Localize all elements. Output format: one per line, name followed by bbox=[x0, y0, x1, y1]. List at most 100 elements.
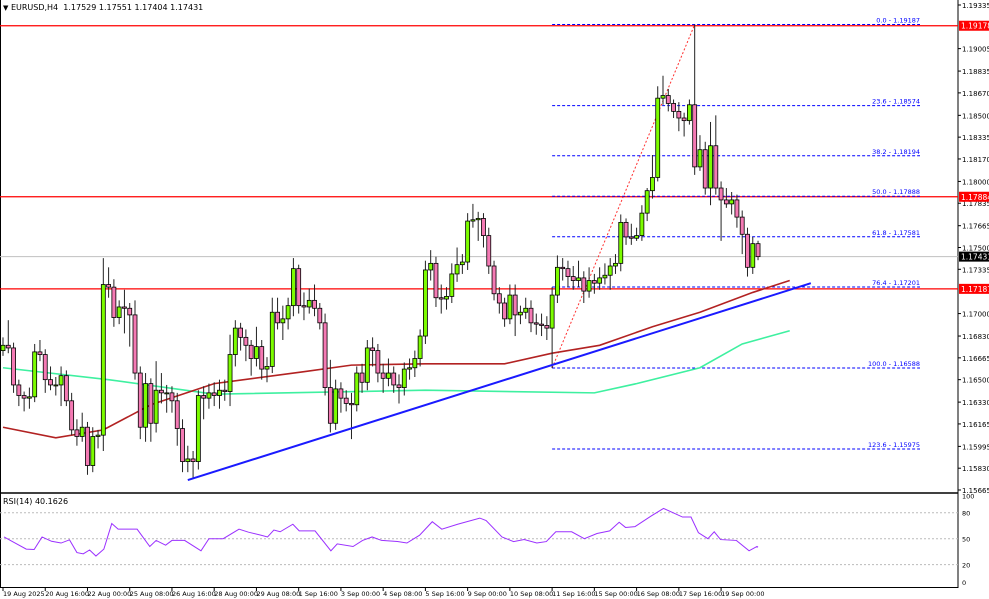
candle bbox=[127, 303, 133, 347]
bear-candle-body bbox=[702, 149, 708, 189]
candle bbox=[723, 188, 729, 208]
bear-candle-body bbox=[486, 235, 492, 267]
price-tick-label: 1.19335 bbox=[962, 2, 989, 10]
bear-candle-body bbox=[174, 400, 180, 429]
candle bbox=[718, 181, 724, 241]
candle bbox=[317, 303, 323, 330]
bull-candle-body bbox=[90, 436, 96, 466]
fib-level-label: 38.2 - 1.18194 bbox=[872, 148, 920, 156]
horizontal-levels bbox=[0, 25, 958, 290]
candle bbox=[391, 366, 397, 393]
candle bbox=[290, 258, 296, 317]
candle bbox=[613, 254, 618, 274]
bull-candle-body bbox=[576, 277, 581, 281]
rsi-line bbox=[3, 507, 759, 557]
candle bbox=[79, 412, 85, 442]
price-tag-label: 1.19178 bbox=[961, 22, 989, 31]
bear-candle-body bbox=[243, 336, 249, 346]
bull-candle-body bbox=[0, 344, 6, 351]
candle bbox=[591, 273, 597, 294]
bear-candle-body bbox=[713, 145, 719, 189]
price-tick-label: 1.18670 bbox=[962, 90, 989, 98]
candle bbox=[122, 289, 127, 334]
candle bbox=[486, 227, 492, 274]
candle bbox=[296, 264, 302, 314]
fibonacci-retracement[interactable]: 0.0 - 1.19187 23.6 - 1.18574 38.2 - 1.1819… bbox=[551, 17, 920, 450]
rsi-tick-label: 50 bbox=[962, 536, 970, 544]
time-tick-label: 10 Sep 08:00 bbox=[510, 590, 553, 598]
bull-candle-body bbox=[454, 264, 460, 275]
price-axis: 1.19335 1.19005 1.18835 1.18670 1.18500 1.183… bbox=[958, 2, 989, 495]
bull-candle-body bbox=[285, 305, 291, 320]
bull-candle-body bbox=[618, 221, 624, 264]
candle bbox=[555, 255, 560, 304]
bear-candle-body bbox=[42, 354, 48, 381]
candle bbox=[697, 135, 703, 171]
time-tick-label: 3 Sep 00:00 bbox=[341, 590, 380, 598]
bull-candle-body bbox=[697, 149, 703, 168]
bear-candle-body bbox=[322, 322, 328, 388]
bear-candle-body bbox=[48, 379, 53, 386]
price-tick-label: 1.16165 bbox=[962, 421, 989, 429]
bull-candle-body bbox=[465, 220, 471, 263]
bear-candle-body bbox=[148, 383, 154, 424]
candle bbox=[164, 384, 170, 413]
candle bbox=[602, 263, 608, 285]
candle bbox=[42, 349, 48, 393]
candle bbox=[211, 382, 217, 407]
symbol-label: EURUSD,H4 bbox=[10, 3, 59, 12]
candle bbox=[190, 451, 196, 479]
candle bbox=[349, 392, 354, 440]
bear-candle-body bbox=[16, 384, 22, 396]
bull-candle-body bbox=[386, 372, 391, 379]
bull-candle-body bbox=[280, 318, 286, 324]
bear-candle-body bbox=[676, 110, 682, 119]
price-tag bbox=[959, 20, 989, 31]
bull-candle-body bbox=[95, 434, 101, 437]
candle bbox=[222, 379, 228, 401]
price-tick-label: 1.17665 bbox=[962, 223, 989, 231]
bear-candle-body bbox=[533, 322, 539, 325]
bear-candle-body bbox=[11, 347, 16, 386]
bull-candle-body bbox=[602, 274, 608, 279]
candle bbox=[243, 329, 249, 362]
bear-candle-body bbox=[502, 302, 508, 320]
candle bbox=[370, 337, 376, 367]
bull-candle-body bbox=[417, 335, 423, 359]
open-value: 1.17529 bbox=[63, 3, 97, 12]
bull-candle-body bbox=[729, 199, 735, 205]
candle bbox=[639, 205, 645, 241]
bull-candle-body bbox=[264, 366, 270, 370]
candle bbox=[465, 213, 471, 270]
candle bbox=[417, 329, 423, 367]
time-tick-label: 20 Aug 16:00 bbox=[45, 590, 89, 598]
time-tick-label: 19 Sep 00:00 bbox=[721, 590, 764, 598]
candle bbox=[459, 254, 465, 274]
bull-candle-body bbox=[401, 368, 407, 388]
triangle-down-icon[interactable]: ▼ bbox=[3, 4, 9, 12]
candle bbox=[422, 260, 428, 344]
bull-candle-body bbox=[586, 280, 592, 292]
candle bbox=[180, 419, 185, 473]
candle bbox=[729, 191, 735, 215]
price-tick-label: 1.18170 bbox=[962, 156, 989, 164]
candle bbox=[655, 86, 661, 182]
trendline[interactable] bbox=[187, 282, 812, 482]
candle bbox=[37, 340, 43, 362]
candle bbox=[702, 141, 708, 195]
time-tick-label: 1 Sep 16:00 bbox=[299, 590, 338, 598]
bull-candle-body bbox=[555, 266, 560, 296]
bull-candle-body bbox=[58, 375, 64, 386]
candle bbox=[364, 340, 370, 391]
candle bbox=[671, 99, 676, 118]
candle bbox=[470, 203, 476, 228]
bull-candle-body bbox=[459, 261, 465, 266]
price-tags: 1.19178 1.17884 1.17187 1.17431 bbox=[959, 20, 989, 294]
bull-candle-body bbox=[644, 190, 650, 214]
candle bbox=[137, 366, 143, 440]
candle bbox=[533, 313, 539, 335]
candle bbox=[412, 350, 418, 378]
candle bbox=[386, 358, 391, 387]
